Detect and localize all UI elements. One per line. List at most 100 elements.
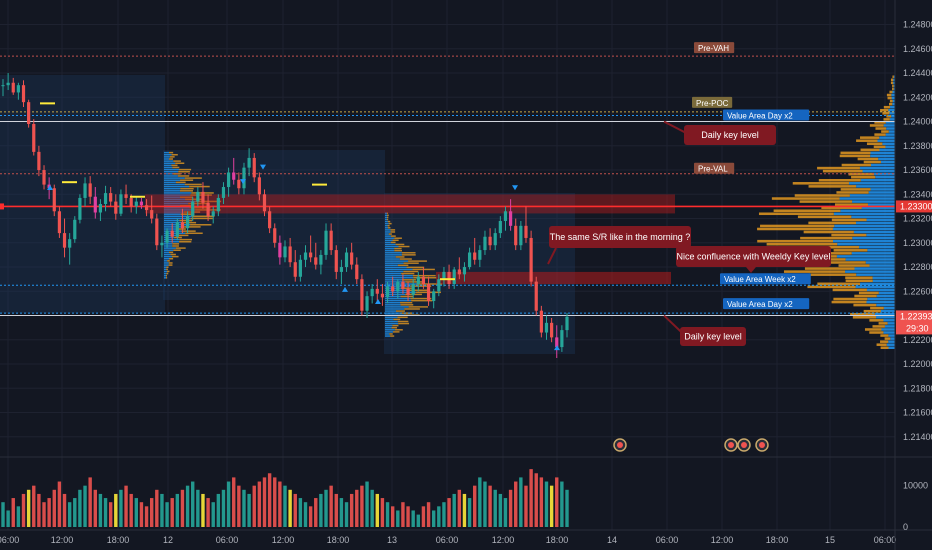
profile-bar-up xyxy=(164,274,166,277)
profile-bar-up xyxy=(164,228,177,230)
price-tick-label: 1.23200 xyxy=(903,214,932,224)
profile-bar-up xyxy=(164,181,176,184)
price-tick-label: 1.22600 xyxy=(903,286,932,296)
profile-bar-down xyxy=(400,295,414,298)
profile-bar-down xyxy=(177,234,189,237)
candle-body xyxy=(375,288,379,294)
time-tick-label: 12 xyxy=(163,535,173,545)
candle-body xyxy=(227,172,231,188)
volume-bar xyxy=(206,498,210,527)
profile-bar-down xyxy=(390,241,396,244)
profile-bar-up xyxy=(164,185,190,188)
callout-same-sr-box xyxy=(549,226,691,248)
profile-bar-down xyxy=(166,266,169,268)
profile-bar-up xyxy=(164,251,170,254)
candle-body xyxy=(83,183,87,198)
composite-profile-up xyxy=(836,255,895,258)
volume-bar xyxy=(514,481,518,527)
signal-marker xyxy=(240,179,246,185)
profile-bar-up xyxy=(164,209,196,211)
composite-profile-up xyxy=(876,303,895,307)
profile-bar-up xyxy=(164,200,196,203)
volume-bar xyxy=(88,477,92,527)
composite-profile-up xyxy=(855,285,895,289)
profile-bar-up xyxy=(385,279,402,281)
composite-profile-up xyxy=(893,78,895,82)
composite-profile-down xyxy=(815,245,860,249)
time-tick-label: 15 xyxy=(825,535,835,545)
candle-body xyxy=(550,322,554,338)
candle-body xyxy=(344,252,349,268)
composite-profile-down xyxy=(889,90,893,94)
profile-bar-down xyxy=(179,196,194,198)
volume-bar xyxy=(462,493,467,527)
annotations[interactable]: Pre-VAH Pre-POC Value Area Day x2 Pre-VAL Va… xyxy=(547,42,831,346)
composite-profile-down xyxy=(869,319,884,322)
composite-profile-down xyxy=(863,160,881,164)
candle-body xyxy=(134,201,138,207)
candle-body xyxy=(529,237,533,282)
composite-profile-down xyxy=(889,102,893,106)
profile-bar-up xyxy=(385,318,394,321)
profile-bar-up xyxy=(385,224,388,227)
volume-bar xyxy=(324,489,328,527)
composite-profile-up xyxy=(845,258,895,261)
profile-bar-up xyxy=(385,233,389,235)
composite-profile-up xyxy=(856,273,895,276)
candle-body xyxy=(498,220,502,234)
volume-bar xyxy=(498,493,503,527)
profile-bar-up xyxy=(385,299,412,302)
profile-bar-down xyxy=(175,247,186,249)
composite-profile-up xyxy=(834,224,895,228)
profile-bar-down xyxy=(387,214,389,217)
volume-bar xyxy=(339,498,344,527)
composite-profile-down xyxy=(852,316,877,319)
profile-bar-down xyxy=(409,289,429,291)
volume-bar xyxy=(396,510,400,527)
composite-profile-down xyxy=(892,75,894,79)
profile-bar-down xyxy=(387,216,389,219)
composite-profile-down xyxy=(869,124,884,127)
price-tag-countdown: 29:30 xyxy=(906,323,929,333)
profile-bar-down xyxy=(397,316,408,319)
profile-bar-down xyxy=(392,331,400,333)
candle-body xyxy=(42,170,46,185)
candle-body xyxy=(437,279,441,292)
composite-profile-down xyxy=(831,233,867,237)
profile-bar-up xyxy=(385,266,407,269)
volume-bar xyxy=(508,489,513,527)
profile-bar-up xyxy=(164,264,169,266)
volume-bar xyxy=(442,502,446,527)
volume-bar xyxy=(160,493,164,527)
composite-profile-down xyxy=(808,273,857,276)
candle-body xyxy=(324,230,328,255)
candle-body xyxy=(391,286,395,292)
composite-profile-down xyxy=(804,267,855,270)
composite-profile-up xyxy=(893,84,895,88)
volume-bar xyxy=(57,481,62,527)
candle-body xyxy=(293,262,297,277)
price-tick-label: 1.22800 xyxy=(903,262,932,272)
profile-bar-down xyxy=(400,304,414,306)
composite-profile-up xyxy=(891,96,895,100)
time-tick-label: 06:00 xyxy=(656,535,679,545)
candle-body xyxy=(406,288,410,295)
composite-profile-down xyxy=(892,87,894,91)
composite-profile-down xyxy=(760,224,835,228)
candle-body xyxy=(462,267,467,275)
candle-body xyxy=(88,183,92,197)
profile-bar-down xyxy=(190,194,212,196)
profile-bar-up xyxy=(385,301,401,304)
profile-bar-down xyxy=(175,162,185,164)
profile-bar-up xyxy=(385,306,409,308)
volume-bar xyxy=(191,481,195,527)
profile-bar-down xyxy=(392,239,399,242)
volume-bar xyxy=(416,514,421,527)
candle-body xyxy=(565,316,569,331)
composite-profile-down xyxy=(883,118,890,121)
profile-bar-down xyxy=(189,207,211,209)
candle-body xyxy=(247,157,251,168)
composite-profile-up xyxy=(866,300,895,304)
